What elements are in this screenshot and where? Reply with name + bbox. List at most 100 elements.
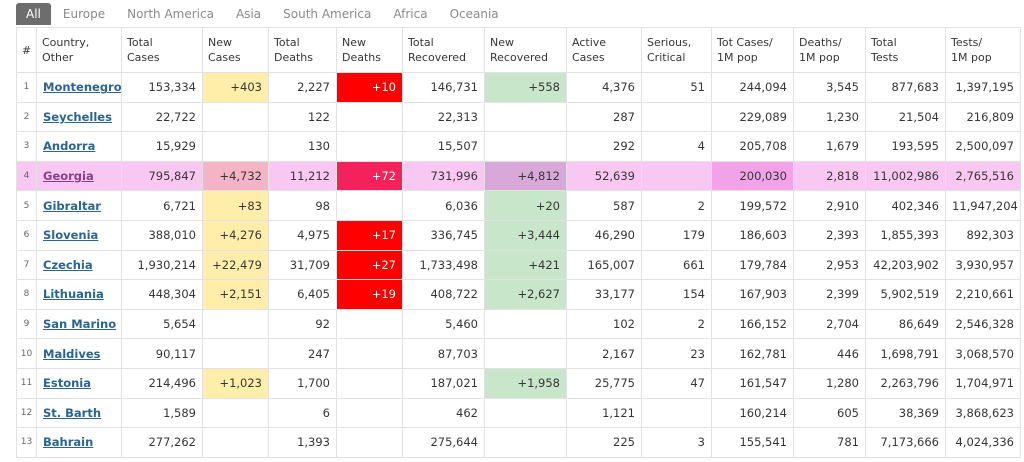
- table-cell: 2,399: [793, 279, 866, 310]
- table-cell: [336, 190, 403, 221]
- table-cell: 155,541: [711, 427, 794, 458]
- column-header[interactable]: New Recovered: [484, 27, 567, 73]
- region-tab[interactable]: Asia: [235, 7, 262, 21]
- table-cell: 9: [16, 308, 37, 340]
- country-link[interactable]: Slovenia: [43, 228, 99, 243]
- table-cell: 11: [16, 367, 37, 399]
- table-cell: 7: [16, 249, 37, 281]
- header-text: Critical: [647, 51, 686, 64]
- table-row: 7 Czechia 1,930,214 +22,479 31,709 +27 1,733,4…: [16, 249, 1021, 281]
- header-text: Tests/: [951, 36, 983, 49]
- column-header[interactable]: New Deaths: [336, 27, 403, 73]
- column-header[interactable]: Serious, Critical: [641, 27, 712, 73]
- header-text: 1M pop: [951, 51, 992, 64]
- table-cell: +22,479: [202, 249, 269, 281]
- country-link[interactable]: Montenegro: [43, 80, 122, 95]
- table-cell: [202, 427, 269, 458]
- table-cell: 1,589: [121, 397, 203, 429]
- table-cell: 1,280: [793, 367, 866, 399]
- table-cell: [641, 160, 712, 192]
- table-cell: [641, 397, 712, 429]
- table-row: 1 Montenegro 153,334 +403 2,227 +10 146,731 +55…: [16, 72, 1021, 103]
- table-cell: 33,177: [566, 279, 642, 310]
- table-row: 9 San Marino 5,654 92 5,460 102 2 166,152 2,704 8…: [16, 308, 1021, 340]
- region-tab[interactable]: Africa: [393, 7, 428, 21]
- table-cell: 11,947,204: [945, 190, 1021, 221]
- table-cell: 1,698,791: [865, 338, 946, 369]
- table-cell: 292: [566, 131, 642, 162]
- country-link[interactable]: Bahrain: [43, 435, 94, 450]
- table-cell: 167,903: [711, 279, 794, 310]
- column-header[interactable]: Total Tests: [865, 27, 946, 73]
- table-cell: 3,545: [793, 72, 866, 103]
- table-cell: 162,781: [711, 338, 794, 369]
- table-cell: Maldives: [36, 338, 122, 369]
- country-link[interactable]: Lithuania: [43, 287, 104, 302]
- table-cell: 52,639: [566, 160, 642, 192]
- country-link[interactable]: Georgia: [43, 169, 94, 184]
- column-header[interactable]: Tests/1M pop: [945, 27, 1021, 73]
- table-cell: +421: [484, 249, 567, 281]
- table-cell: 462: [402, 397, 485, 429]
- header-text: 1M pop: [717, 51, 758, 64]
- column-header[interactable]: Deaths/1M pop: [793, 27, 866, 73]
- table-cell: 13: [16, 427, 37, 458]
- table-cell: [202, 338, 269, 369]
- table-cell: 1,704,971: [945, 367, 1021, 399]
- region-tab[interactable]: North America: [127, 7, 214, 21]
- table-cell: 4: [16, 160, 37, 192]
- table-cell: Seychelles: [36, 101, 122, 133]
- table-cell: +27: [336, 249, 403, 281]
- table-cell: 6,036: [402, 190, 485, 221]
- column-header[interactable]: Total Deaths: [268, 27, 337, 73]
- table-cell: +4,812: [484, 160, 567, 192]
- table-cell: 15,929: [121, 131, 203, 162]
- table-cell: [484, 338, 567, 369]
- column-header[interactable]: Country, Other: [36, 27, 122, 73]
- country-link[interactable]: Gibraltar: [43, 198, 101, 213]
- country-link[interactable]: Seychelles: [43, 109, 112, 124]
- table-cell: 4: [641, 131, 712, 162]
- table-cell: 3,068,570: [945, 338, 1021, 369]
- column-header[interactable]: Total Recovered: [402, 27, 485, 73]
- table-row: 6 Slovenia 388,010 +4,276 4,975 +17 336,745 +3,…: [16, 219, 1021, 251]
- table-cell: 1,700: [268, 367, 337, 399]
- table-cell: 5,460: [402, 308, 485, 340]
- region-tabs: All Europe North America Asia South America A…: [16, 3, 511, 25]
- table-cell: 154: [641, 279, 712, 310]
- country-link[interactable]: San Marino: [43, 317, 117, 332]
- table-cell: [336, 367, 403, 399]
- region-tab[interactable]: South America: [283, 7, 372, 21]
- table-cell: 2,704: [793, 308, 866, 340]
- column-header[interactable]: Total Cases: [121, 27, 203, 73]
- table-cell: 5: [16, 190, 37, 221]
- table-cell: 3,868,623: [945, 397, 1021, 429]
- table-cell: 1,230: [793, 101, 866, 133]
- table-cell: 179: [641, 219, 712, 251]
- column-header[interactable]: New Cases: [202, 27, 269, 73]
- column-header[interactable]: Tot Cases/1M pop: [711, 27, 794, 73]
- table-cell: 2,227: [268, 72, 337, 103]
- header-text: Total: [127, 36, 153, 49]
- table-cell: 2: [16, 101, 37, 133]
- table-cell: 2: [641, 190, 712, 221]
- region-tab[interactable]: Europe: [62, 7, 106, 21]
- country-link[interactable]: St. Barth: [43, 405, 102, 420]
- table-cell: 287: [566, 101, 642, 133]
- table-cell: +4,732: [202, 160, 269, 192]
- table-cell: 216,809: [945, 101, 1021, 133]
- table-cell: Czechia: [36, 249, 122, 281]
- country-link[interactable]: Maldives: [43, 346, 101, 361]
- region-tab[interactable]: All: [16, 3, 51, 25]
- column-header[interactable]: Active Cases: [566, 27, 642, 73]
- region-tab[interactable]: Oceania: [449, 7, 499, 21]
- country-link[interactable]: Estonia: [43, 376, 91, 391]
- column-header[interactable]: #: [16, 27, 37, 73]
- header-text: Tests: [871, 51, 899, 64]
- table-cell: 1,733,498: [402, 249, 485, 281]
- country-link[interactable]: Czechia: [43, 257, 93, 272]
- table-cell: 1,121: [566, 397, 642, 429]
- table-cell: 244,094: [711, 72, 794, 103]
- country-link[interactable]: Andorra: [43, 139, 96, 154]
